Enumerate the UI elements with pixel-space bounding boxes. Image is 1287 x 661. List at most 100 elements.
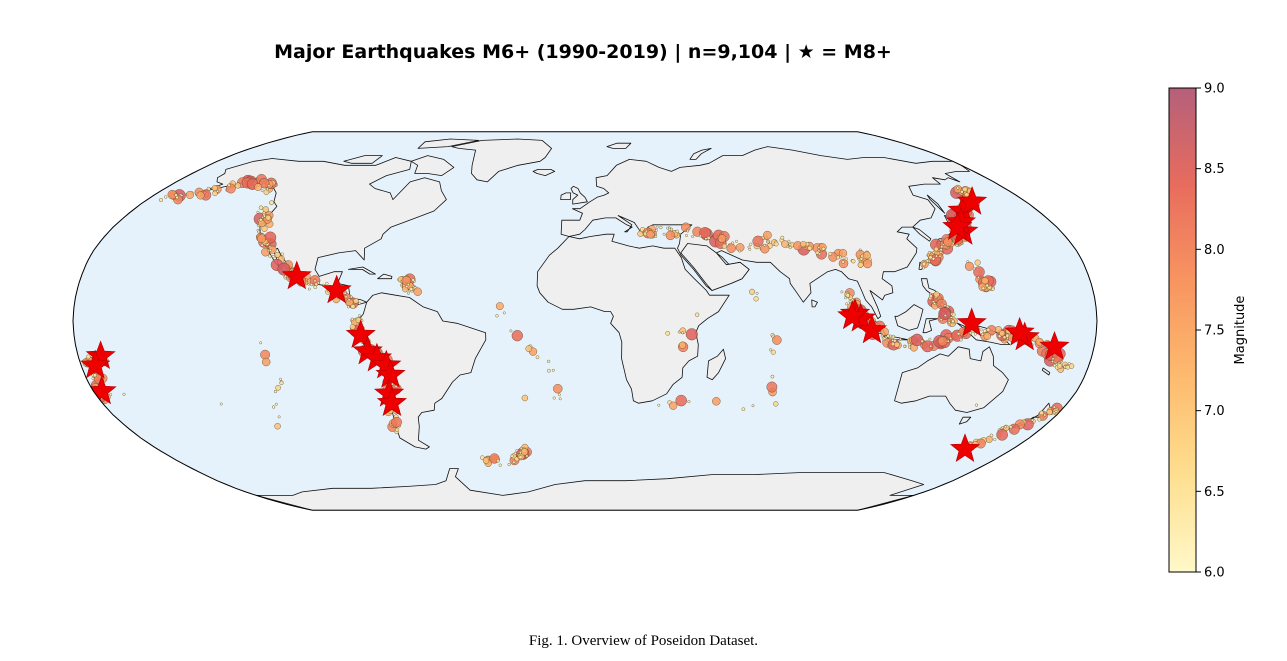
quake-point: [735, 239, 738, 243]
quake-point: [880, 327, 889, 336]
star-macquarie: [949, 433, 981, 462]
landmass-africa: [536, 233, 730, 404]
quake-point: [938, 307, 952, 320]
landmass-north-america: [197, 157, 447, 305]
quake-point: [985, 435, 993, 443]
quake-point: [788, 243, 792, 246]
quake-point: [726, 243, 736, 253]
quake-point: [929, 294, 933, 299]
quake-point: [845, 302, 849, 306]
quake-point: [401, 276, 411, 286]
quake-point: [659, 226, 663, 230]
landmass-novaya-zemlya: [689, 148, 712, 160]
quake-point: [284, 274, 287, 278]
quake-point: [749, 242, 753, 246]
landmass-ireland: [560, 192, 572, 200]
landmass-baffin: [410, 155, 455, 176]
quake-point: [164, 195, 168, 199]
quake-point: [695, 312, 700, 317]
quake-point: [741, 407, 746, 412]
quake-point: [921, 340, 934, 353]
chart-title: Major Earthquakes M6+ (1990-2019) | n=9,…: [274, 41, 892, 63]
quake-point: [706, 236, 711, 240]
quake-point: [515, 449, 519, 453]
quake-point: [922, 266, 925, 270]
quake-point: [844, 257, 848, 261]
landmass-new-caledonia: [1041, 367, 1051, 376]
quake-point: [551, 368, 555, 372]
quake-point: [770, 349, 776, 355]
quake-point: [406, 283, 410, 286]
quake-point: [840, 290, 844, 294]
quake-point: [411, 278, 415, 282]
quake-point: [981, 286, 985, 290]
quake-point: [482, 457, 490, 464]
quake-point: [553, 384, 563, 394]
quake-point: [939, 248, 943, 252]
quake-point: [265, 214, 272, 221]
quake-point: [910, 333, 924, 347]
quake-point: [937, 336, 948, 347]
quake-point: [1065, 364, 1070, 370]
quake-point: [751, 404, 755, 408]
quake-point: [839, 255, 842, 259]
quake-point: [1051, 357, 1055, 361]
landmass-australia: [894, 346, 1009, 413]
star-japan: [942, 211, 973, 241]
quake-point: [211, 185, 218, 192]
quake-point: [254, 183, 262, 191]
quake-point: [234, 182, 241, 189]
quake-point: [274, 402, 278, 406]
quake-point: [1046, 409, 1053, 416]
colorbar-ticks: 6.0 6.5 7.0 7.5 8.0 8.5 9.0: [1196, 82, 1225, 581]
quake-point: [520, 448, 529, 456]
quake-point: [845, 293, 850, 298]
quake-point: [317, 281, 320, 285]
quake-point: [993, 437, 997, 441]
colorbar-tick-label: 8.0: [1204, 243, 1225, 258]
star-mexico: [281, 260, 312, 290]
quake-point: [717, 234, 727, 243]
landmass-victoria-island: [343, 155, 383, 164]
quake-point: [996, 428, 1008, 441]
quake-point: [391, 416, 402, 428]
quake-point: [844, 296, 847, 300]
quake-point: [891, 338, 895, 342]
quake-point: [521, 394, 529, 402]
quake-point: [122, 392, 126, 396]
quake-point: [691, 235, 694, 238]
quake-point: [933, 246, 939, 252]
star-kamchatka: [956, 185, 988, 215]
quake-point: [938, 254, 942, 258]
quake-point: [973, 332, 977, 336]
map-outline: [72, 131, 1098, 511]
quake-point: [662, 232, 666, 236]
quake-point: [999, 330, 1006, 337]
quake-point: [755, 291, 759, 295]
quake-point: [313, 279, 317, 283]
quake-point: [511, 330, 523, 342]
quake-point: [753, 296, 759, 302]
quake-point: [265, 243, 269, 247]
landmass-greenland: [451, 138, 552, 183]
quake-point: [349, 324, 356, 330]
quake-point: [413, 287, 422, 296]
quake-point: [974, 259, 981, 266]
quake-point: [928, 337, 932, 341]
quake-point: [263, 214, 266, 218]
quake-point: [985, 283, 989, 288]
quake-point: [665, 230, 676, 241]
m8-stars: [80, 185, 1070, 462]
quake-point: [271, 254, 275, 258]
quake-point: [921, 261, 927, 267]
star-chile-maule: [376, 387, 408, 416]
quake-point: [1067, 362, 1071, 366]
quake-point: [358, 301, 361, 305]
quake-point: [552, 396, 556, 400]
star-papua: [956, 307, 987, 337]
quake-point: [815, 250, 820, 255]
star-sumatra-south: [856, 314, 888, 344]
quake-point: [325, 281, 329, 286]
colorbar-tick-label: 8.5: [1204, 162, 1225, 177]
quake-point: [277, 415, 281, 419]
